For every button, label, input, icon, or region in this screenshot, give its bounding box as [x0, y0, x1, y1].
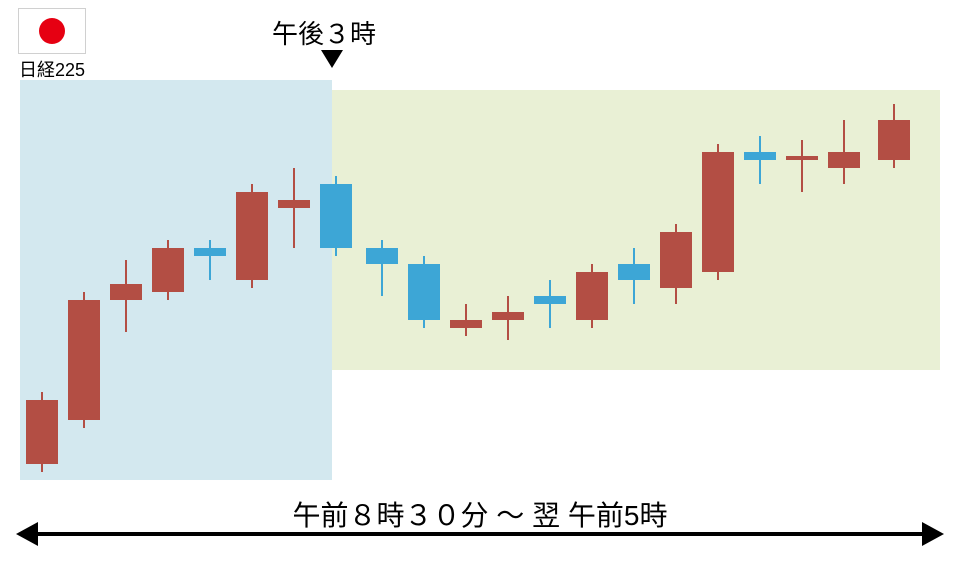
candle-body: [194, 248, 226, 256]
candle-body: [492, 312, 524, 320]
candle-wick: [209, 240, 211, 280]
candle-body: [702, 152, 734, 272]
candle-body: [236, 192, 268, 280]
candle: [660, 80, 692, 480]
candle: [878, 80, 910, 480]
candle-wick: [801, 140, 803, 192]
split-time-pointer-icon: [321, 50, 343, 68]
candle-body: [320, 184, 352, 248]
candle-body: [152, 248, 184, 292]
candle: [702, 80, 734, 480]
candle: [278, 80, 310, 480]
candle-body: [366, 248, 398, 264]
candlestick-chart: [20, 80, 940, 480]
candle: [26, 80, 58, 480]
candle: [194, 80, 226, 480]
candle: [450, 80, 482, 480]
time-range-label: 午前８時３０分 ～ 翌 午前5時: [20, 494, 940, 534]
japan-flag-icon: [18, 8, 86, 54]
candle: [320, 80, 352, 480]
candle: [236, 80, 268, 480]
index-flag-block: 日経225: [18, 8, 86, 82]
candle-body: [576, 272, 608, 320]
candle-body: [828, 152, 860, 168]
arrow-head-right-icon: [922, 522, 944, 546]
candle: [618, 80, 650, 480]
candle-wick: [549, 280, 551, 328]
candle-body: [878, 120, 910, 160]
candle-body: [744, 152, 776, 160]
candle: [576, 80, 608, 480]
candle-body: [68, 300, 100, 420]
candle-body: [660, 232, 692, 288]
candle-body: [450, 320, 482, 328]
candle: [68, 80, 100, 480]
candle: [366, 80, 398, 480]
candle-wick: [293, 168, 295, 248]
candle-body: [110, 284, 142, 300]
candle: [152, 80, 184, 480]
candle: [744, 80, 776, 480]
candle-body: [534, 296, 566, 304]
index-name-label: 日経225: [18, 56, 86, 82]
candle-body: [618, 264, 650, 280]
arrow-line: [20, 532, 940, 536]
split-time-label: 午後３時: [272, 14, 376, 51]
flag-disc: [39, 18, 65, 44]
candle-body: [408, 264, 440, 320]
candle-body: [786, 156, 818, 160]
candle-wick: [759, 136, 761, 184]
candle: [110, 80, 142, 480]
candle-body: [278, 200, 310, 208]
candle: [828, 80, 860, 480]
candle: [786, 80, 818, 480]
arrow-head-left-icon: [16, 522, 38, 546]
candle: [408, 80, 440, 480]
candle: [492, 80, 524, 480]
candle-body: [26, 400, 58, 464]
candle: [534, 80, 566, 480]
